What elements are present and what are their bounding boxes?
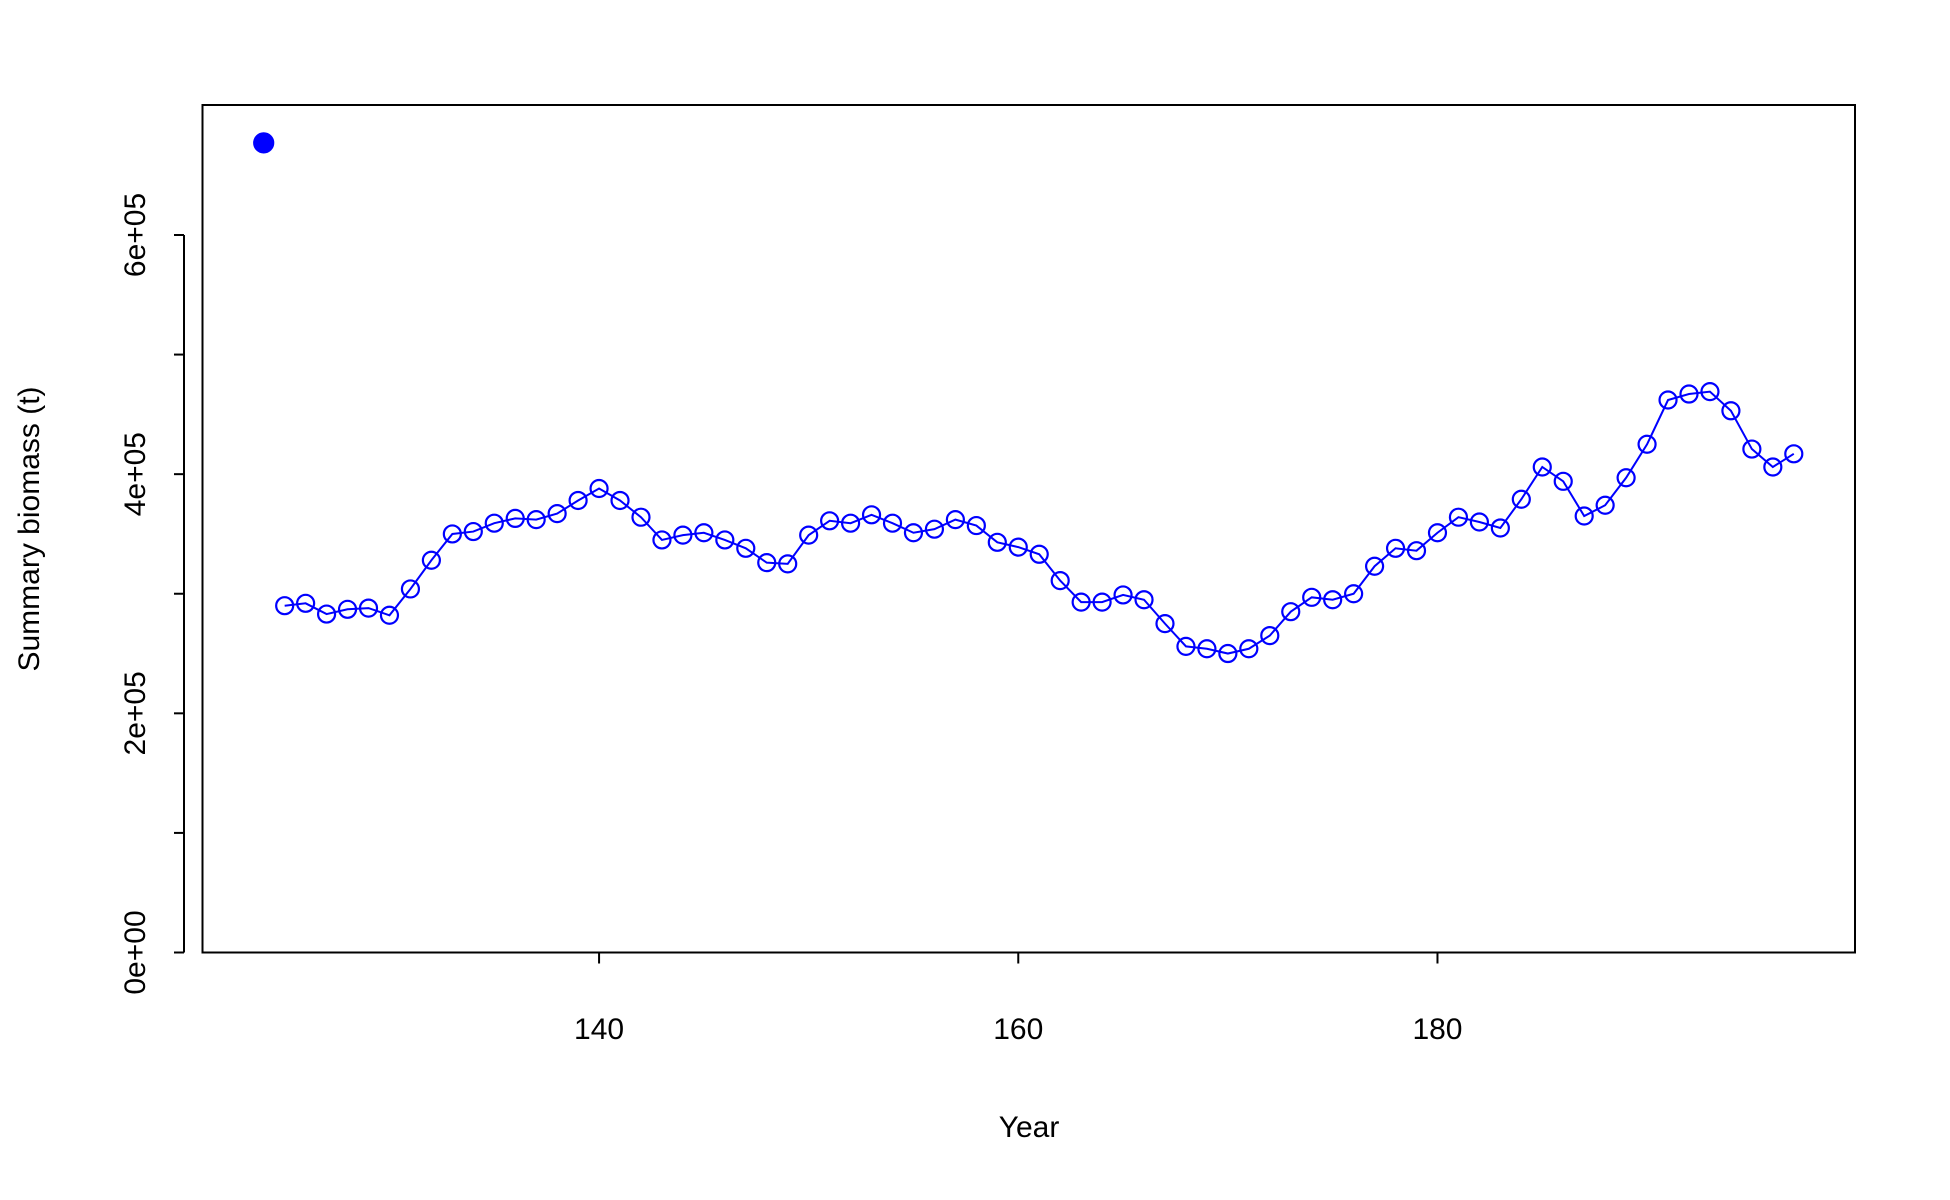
- open-point: [505, 508, 525, 529]
- open-point: [1302, 587, 1322, 607]
- open-point: [757, 553, 777, 573]
- y-tick-label: 6e+05: [119, 193, 152, 277]
- open-point: [673, 525, 693, 545]
- open-point: [840, 513, 861, 533]
- open-point: [1218, 643, 1238, 664]
- open-point: [1532, 457, 1552, 477]
- open-point: [1176, 636, 1196, 656]
- open-point: [1658, 390, 1678, 410]
- open-point: [1260, 625, 1280, 646]
- open-point: [882, 513, 903, 533]
- open-point: [1637, 434, 1657, 454]
- series-line: [284, 390, 1795, 655]
- open-point: [736, 538, 756, 558]
- open-point: [526, 510, 546, 530]
- open-point: [442, 524, 462, 544]
- y-tick-label: 2e+05: [119, 671, 152, 755]
- open-point: [337, 599, 358, 619]
- open-point: [778, 554, 798, 574]
- open-point: [715, 530, 735, 550]
- open-point: [1092, 592, 1112, 612]
- filled-point: [253, 132, 275, 154]
- open-point: [296, 593, 316, 613]
- open-point: [1469, 512, 1489, 532]
- open-point: [379, 605, 400, 625]
- open-point: [1344, 584, 1364, 604]
- open-point: [1197, 639, 1217, 659]
- open-point: [1281, 602, 1301, 622]
- open-point: [861, 505, 882, 525]
- open-point: [1721, 401, 1741, 421]
- open-point: [631, 507, 651, 527]
- open-point: [1763, 457, 1783, 477]
- open-point: [1134, 590, 1154, 610]
- open-point: [610, 490, 630, 511]
- open-point: [484, 513, 504, 533]
- y-axis-label: Summary biomass (t): [13, 386, 46, 671]
- open-point: [1742, 439, 1762, 459]
- open-point: [945, 510, 965, 530]
- x-tick-label: 160: [993, 1013, 1043, 1046]
- open-point: [421, 550, 441, 570]
- open-point: [694, 523, 714, 543]
- open-point: [1490, 518, 1510, 538]
- open-point: [1427, 523, 1448, 543]
- open-point: [966, 515, 986, 536]
- y-tick-label: 4e+05: [119, 432, 152, 516]
- open-point: [316, 604, 337, 624]
- plot-frame: [201, 104, 1856, 954]
- open-point: [1071, 592, 1091, 612]
- open-point: [547, 504, 567, 524]
- open-point: [1553, 471, 1573, 491]
- open-point: [1784, 444, 1804, 464]
- open-point: [1700, 382, 1720, 402]
- open-point: [903, 523, 924, 543]
- open-point: [1364, 556, 1385, 576]
- open-point: [1050, 570, 1070, 591]
- open-point: [1239, 639, 1259, 659]
- open-point: [1406, 541, 1427, 561]
- open-point: [358, 598, 379, 618]
- x-axis-label: Year: [999, 1111, 1060, 1144]
- open-point: [924, 519, 945, 539]
- open-point: [1323, 590, 1343, 610]
- open-point: [1574, 506, 1594, 526]
- open-point: [1616, 468, 1636, 488]
- open-point: [1448, 507, 1469, 527]
- open-point: [1113, 585, 1133, 605]
- open-point: [1679, 384, 1699, 404]
- open-point: [652, 530, 672, 550]
- open-point: [820, 511, 840, 531]
- open-point: [463, 521, 483, 542]
- open-point: [1008, 537, 1028, 557]
- open-point: [799, 525, 819, 545]
- open-point: [275, 596, 295, 616]
- open-point: [1155, 614, 1175, 634]
- open-point: [1595, 495, 1615, 515]
- open-point: [1385, 538, 1406, 558]
- open-point: [568, 490, 588, 511]
- x-tick-label: 180: [1412, 1013, 1462, 1046]
- open-point: [1029, 544, 1049, 564]
- open-point: [589, 478, 609, 499]
- open-point: [400, 579, 421, 599]
- open-point: [987, 532, 1007, 552]
- x-tick-label: 140: [574, 1013, 624, 1046]
- open-point: [1511, 489, 1531, 509]
- y-tick-label: 0e+00: [119, 910, 152, 994]
